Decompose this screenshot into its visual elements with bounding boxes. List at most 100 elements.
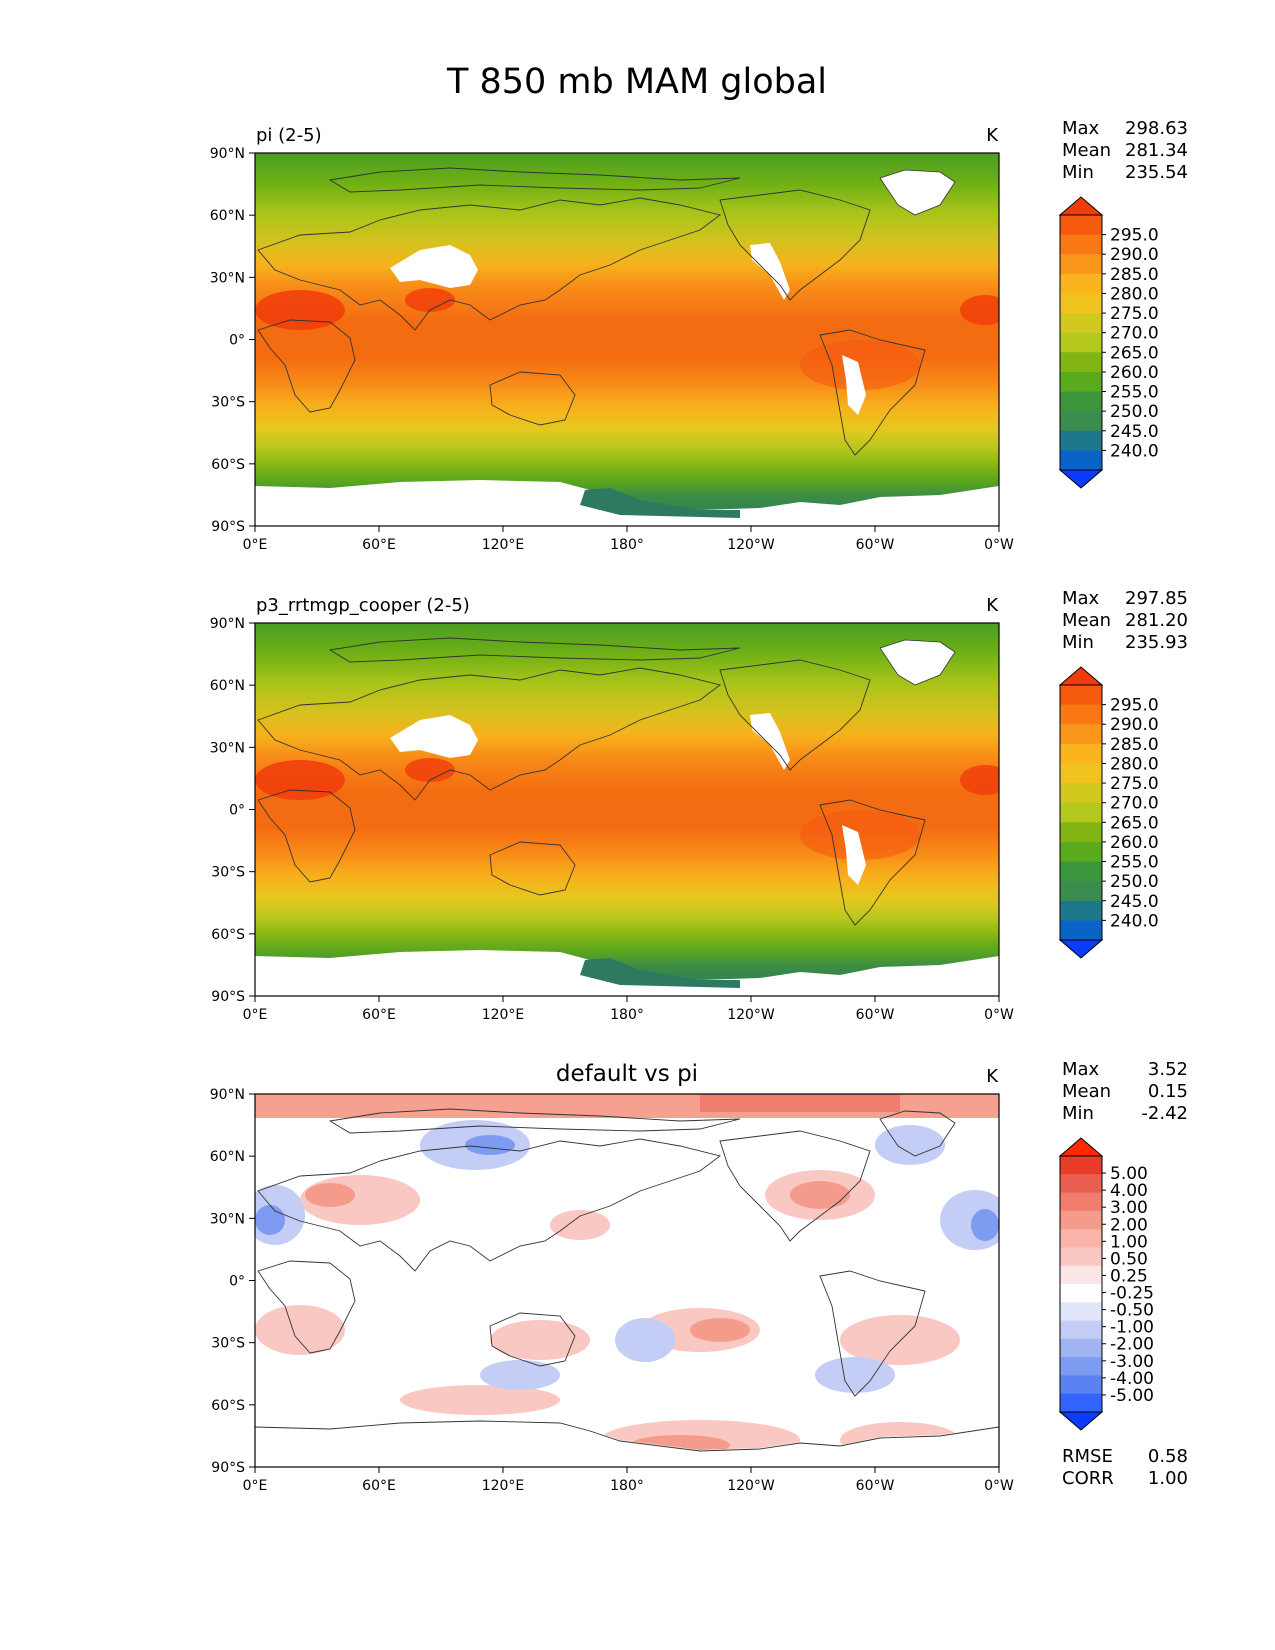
colorbar-label: 255.0 [1110, 383, 1159, 403]
lon-tick-label: 0°E [243, 537, 268, 553]
stat-value-min: 235.93 [1125, 632, 1188, 653]
colorbar-segment [1060, 1174, 1102, 1194]
lat-tick-label: 60°N [210, 678, 245, 694]
colorbar-segment [1060, 1284, 1102, 1303]
stat-value-max: 298.63 [1125, 118, 1188, 139]
lat-tick-label: 60°N [210, 208, 245, 224]
colorbar-segment [1060, 822, 1102, 843]
lon-tick-label: 180° [610, 537, 644, 553]
colorbar-extend-min [1058, 469, 1104, 489]
colorbar-segment [1060, 1265, 1102, 1285]
lat-tick-label: 60°S [211, 1398, 245, 1414]
colorbar-segment [1060, 743, 1102, 764]
panel-p3-rrtmgp-cooper: p3_rrtmgp_cooper (2-5) K 90°N 60°N 30°N 0° 3… [210, 588, 1188, 1023]
lon-tick-label: 60°W [856, 1478, 895, 1494]
colorbar-label: 265.0 [1110, 813, 1159, 833]
colorbar-segment [1060, 861, 1102, 882]
stat-label-max: Max [1062, 1059, 1100, 1080]
lon-tick-label: 0°E [243, 1007, 268, 1023]
lat-tick-label: 60°S [211, 457, 245, 473]
colorbar-label: 240.0 [1110, 441, 1159, 461]
stat-label-max: Max [1062, 588, 1100, 609]
colorbar-label: 240.0 [1110, 911, 1159, 931]
colorbar-label: 290.0 [1110, 245, 1159, 265]
lon-tick-label: 60°W [856, 537, 895, 553]
colorbar-segment [1060, 1393, 1102, 1413]
stat-label-mean: Mean [1062, 140, 1111, 161]
colorbar-extend-max [1058, 196, 1104, 216]
panel-left-title: pi (2-5) [256, 125, 322, 146]
colorbar-segment [1060, 293, 1102, 314]
colorbar-extend-max [1058, 1137, 1104, 1157]
stat-label-corr: CORR [1062, 1468, 1114, 1489]
figure-title: T 850 mb MAM global [446, 62, 827, 102]
stat-label-rmse: RMSE [1062, 1446, 1113, 1467]
units-label: K [986, 125, 999, 146]
colorbar-label: 295.0 [1110, 696, 1159, 716]
colorbar-segment [1060, 724, 1102, 745]
lon-tick-label: 0°W [984, 1478, 1014, 1494]
map-field-p3-rrtmgp-cooper [255, 623, 999, 996]
colorbar-label: 250.0 [1110, 872, 1159, 892]
stat-label-min: Min [1062, 1103, 1094, 1124]
colorbar-label: 4.00 [1110, 1181, 1148, 1201]
colorbar-extend-max [1058, 666, 1104, 686]
lon-tick-label: 120°E [482, 1478, 525, 1494]
stat-value-mean: 0.15 [1148, 1081, 1188, 1102]
lon-tick-label: 180° [610, 1478, 644, 1494]
colorbar-segment [1060, 802, 1102, 823]
colorbar-label: -5.00 [1110, 1386, 1154, 1406]
colorbar-segment [1060, 763, 1102, 784]
lat-tick-label: 30°N [210, 1211, 245, 1227]
lon-tick-label: 60°E [362, 1478, 396, 1494]
colorbar-label: 270.0 [1110, 794, 1159, 814]
colorbar-label: 285.0 [1110, 735, 1159, 755]
colorbar-segment [1060, 450, 1102, 471]
stat-label-min: Min [1062, 162, 1094, 183]
colorbar-label: 0.25 [1110, 1266, 1148, 1286]
colorbar-segment [1060, 254, 1102, 275]
colorbar-label: 280.0 [1110, 754, 1159, 774]
lon-tick-label: 0°W [984, 1007, 1014, 1023]
stat-label-max: Max [1062, 118, 1100, 139]
colorbar-label: 280.0 [1110, 284, 1159, 304]
colorbar-label: 290.0 [1110, 715, 1159, 735]
lat-tick-label: 0° [229, 333, 245, 349]
colorbar-extend-min [1058, 1411, 1104, 1431]
colorbar-label: -3.00 [1110, 1352, 1154, 1372]
lat-tick-label: 30°N [210, 740, 245, 756]
lon-tick-label: 0°W [984, 537, 1014, 553]
colorbar-label: 275.0 [1110, 774, 1159, 794]
colorbar-label: 0.50 [1110, 1249, 1148, 1269]
lat-tick-label: 30°S [211, 865, 245, 881]
colorbar-segment [1060, 1357, 1102, 1376]
colorbar-segment [1060, 1247, 1102, 1267]
colorbar-label: -4.00 [1110, 1369, 1154, 1389]
units-label: K [986, 1066, 999, 1087]
stat-value-max: 297.85 [1125, 588, 1188, 609]
colorbar-segment [1060, 391, 1102, 412]
colorbar-label: 265.0 [1110, 343, 1159, 363]
lat-tick-label: 30°N [210, 270, 245, 286]
lon-tick-label: 0°E [243, 1478, 268, 1494]
colorbar-label: 2.00 [1110, 1215, 1148, 1235]
lat-tick-label: 0° [229, 803, 245, 819]
colorbar-segment [1060, 273, 1102, 294]
colorbar-label: 260.0 [1110, 833, 1159, 853]
colorbar-label: 295.0 [1110, 226, 1159, 246]
panel-default-vs-pi: default vs pi K 90°N 60°N 30°N 0° 30°S 60°S 90… [210, 1059, 1188, 1494]
lat-tick-label: 90°N [210, 1087, 245, 1103]
colorbar-label: 5.00 [1110, 1164, 1148, 1184]
colorbar-segment [1060, 1302, 1102, 1322]
colorbar-segment [1060, 920, 1102, 941]
lon-tick-label: 120°E [482, 537, 525, 553]
colorbar-label: 250.0 [1110, 402, 1159, 422]
panel-left-title: p3_rrtmgp_cooper (2-5) [256, 595, 470, 616]
lon-tick-label: 60°W [856, 1007, 895, 1023]
colorbar-label: 270.0 [1110, 324, 1159, 344]
colorbar-segment [1060, 352, 1102, 373]
lon-tick-label: 60°E [362, 1007, 396, 1023]
colorbar-segment [1060, 332, 1102, 353]
colorbar-segment [1060, 1320, 1102, 1340]
